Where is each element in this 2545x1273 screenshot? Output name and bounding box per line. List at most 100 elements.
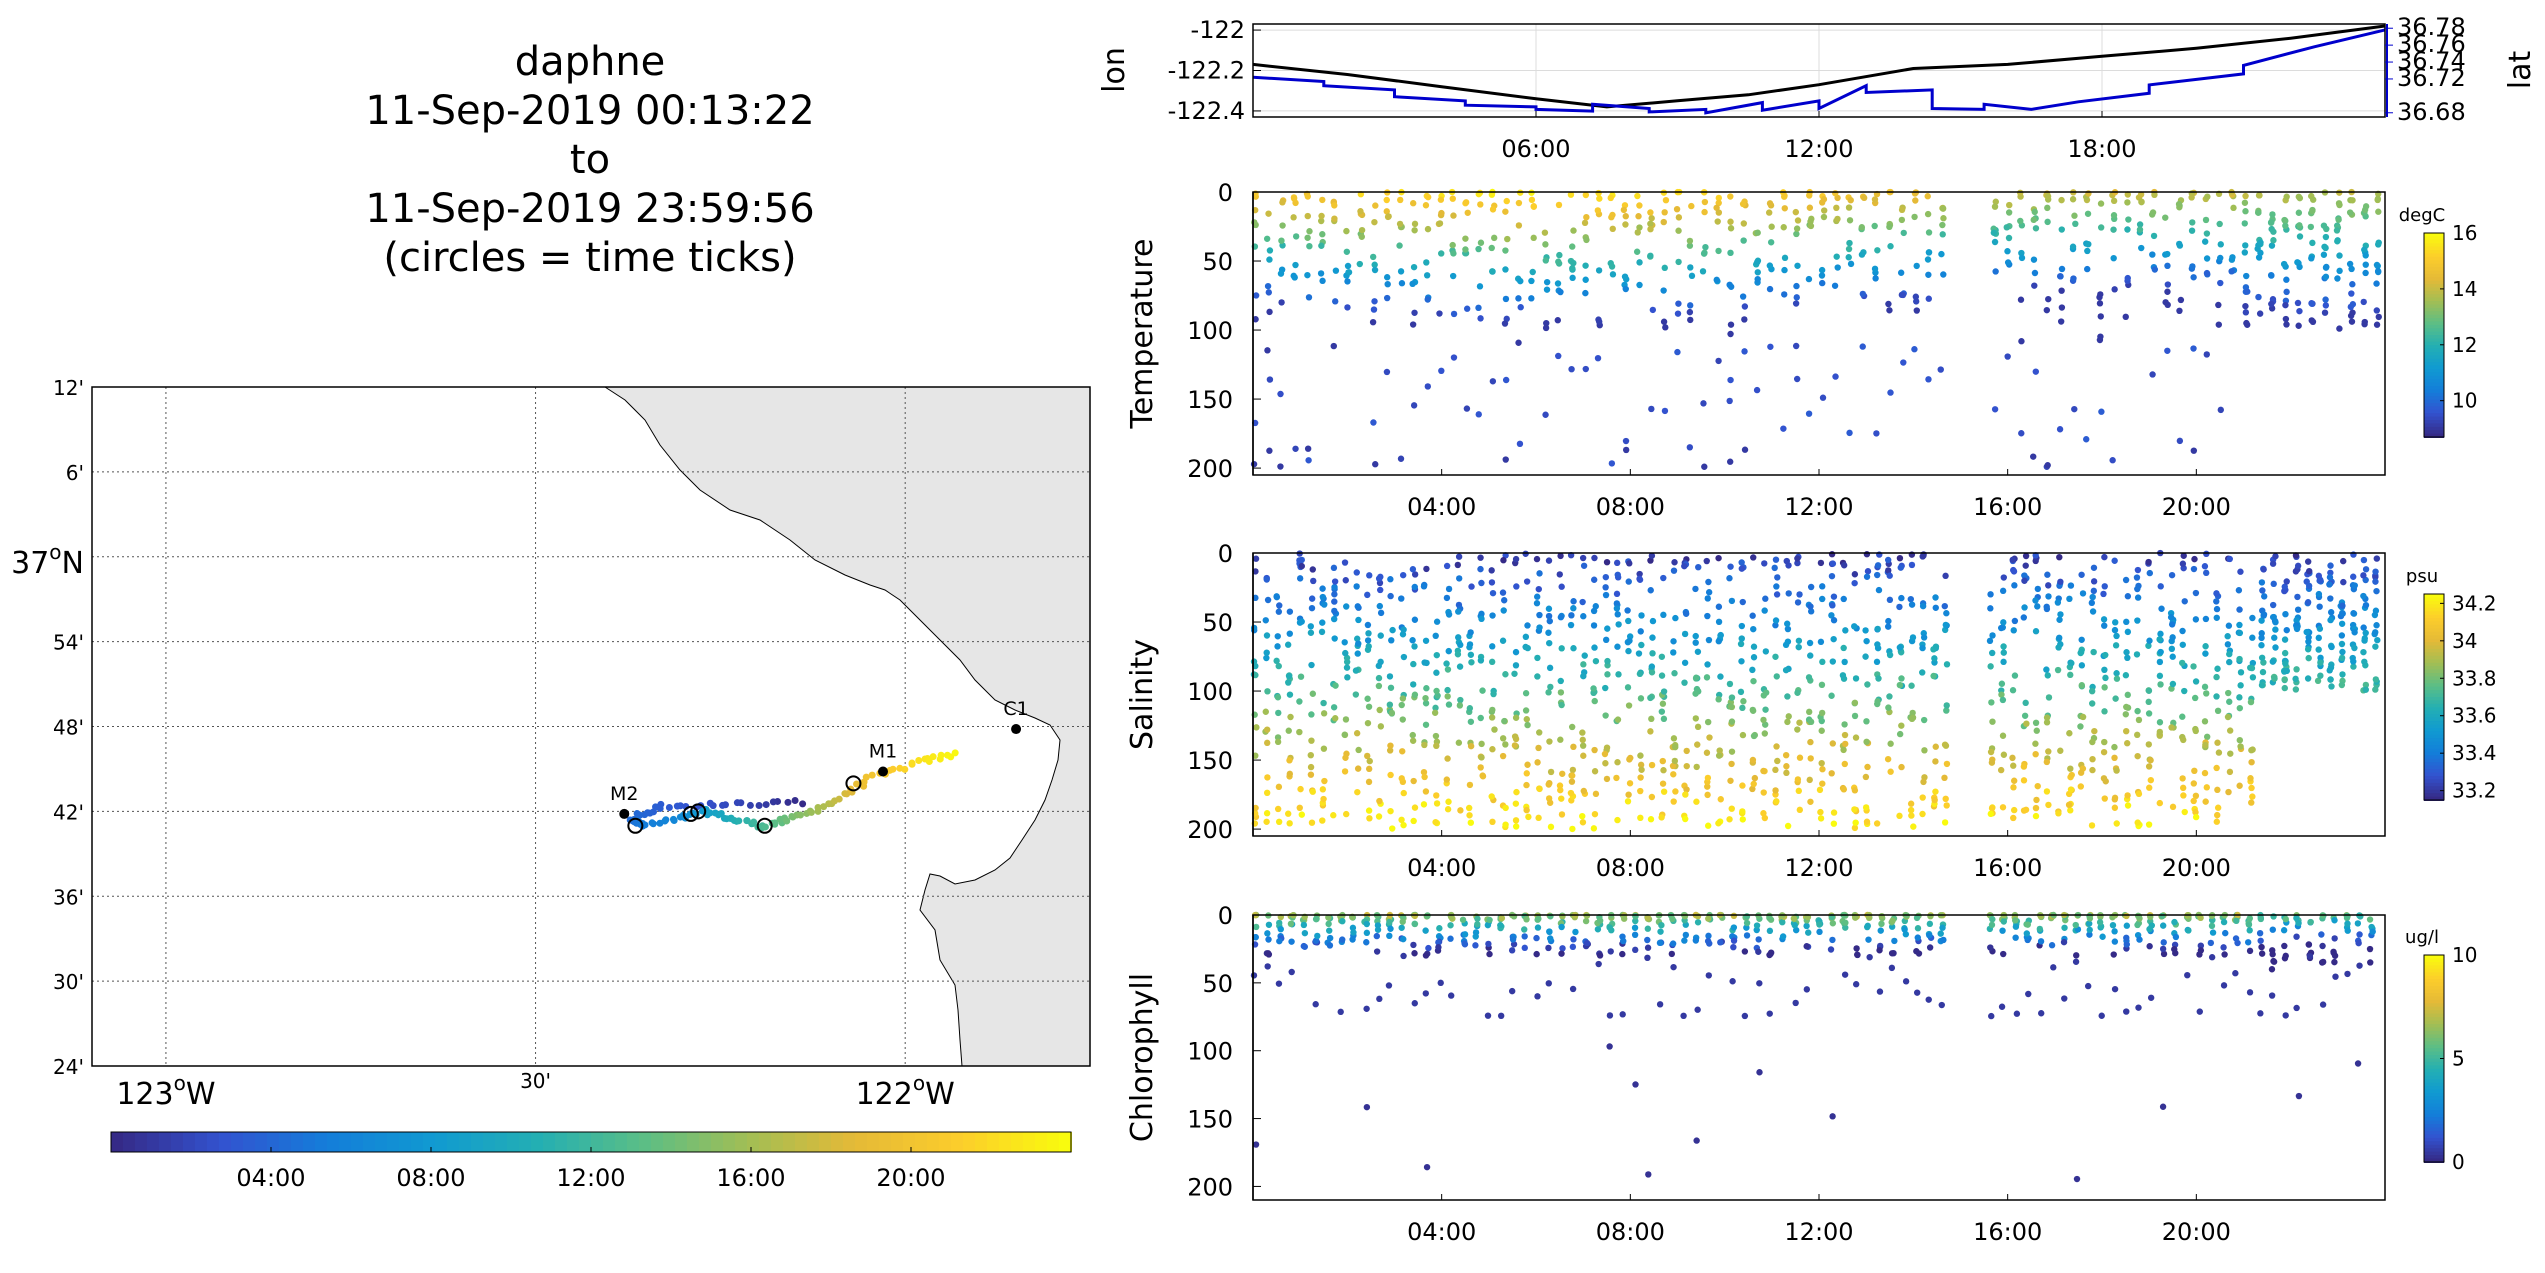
data-point — [1567, 621, 1575, 629]
data-point — [1375, 682, 1383, 690]
data-point — [2224, 641, 2232, 648]
colorbar-segment — [363, 1132, 376, 1152]
data-point — [1704, 937, 1712, 945]
data-point — [1352, 691, 1360, 698]
data-point — [1286, 820, 1293, 827]
data-point — [2055, 644, 2062, 651]
data-point — [1285, 679, 1292, 686]
data-point — [2189, 263, 2196, 270]
data-point — [1606, 1043, 1613, 1050]
data-point — [1568, 723, 1576, 731]
data-point — [1773, 798, 1780, 805]
data-point — [2270, 580, 2277, 588]
data-point — [1670, 963, 1677, 971]
track-point — [947, 753, 955, 761]
data-point — [1864, 763, 1871, 771]
data-point — [1782, 641, 1790, 649]
data-point — [1304, 271, 1311, 279]
station-marker-c1 — [1011, 724, 1022, 735]
data-point — [1308, 595, 1316, 602]
data-point — [2109, 457, 2116, 464]
data-point — [1939, 205, 1947, 212]
station-label-m2: M2 — [610, 783, 638, 805]
data-point — [1687, 316, 1694, 324]
data-point — [2020, 614, 2028, 621]
data-point — [1509, 936, 1517, 943]
data-point — [1583, 213, 1590, 221]
data-point — [1454, 651, 1462, 658]
data-point — [2272, 619, 2279, 626]
data-point — [1461, 931, 1469, 938]
data-point — [1534, 993, 1541, 1000]
data-point — [1863, 551, 1871, 558]
data-point — [1410, 263, 1418, 271]
data-point — [1398, 775, 1405, 782]
data-point — [2147, 776, 2155, 784]
data-point — [1486, 950, 1493, 958]
data-point — [1986, 637, 1994, 645]
data-point — [1921, 747, 1928, 754]
data-point — [1534, 916, 1541, 923]
data-point — [1909, 709, 1916, 717]
data-point — [2296, 222, 2303, 229]
data-point — [1702, 243, 1709, 251]
data-point — [1386, 747, 1394, 754]
colorbar-segment — [2424, 389, 2444, 394]
data-point — [1727, 283, 1735, 290]
data-point — [2159, 1103, 2167, 1110]
data-point — [2156, 799, 2164, 807]
data-point — [1274, 633, 1281, 640]
data-point — [1465, 804, 1473, 812]
data-point — [1313, 915, 1320, 923]
data-point — [1626, 780, 1634, 787]
data-point — [2248, 799, 2255, 806]
data-point — [1937, 930, 1944, 937]
data-point — [2202, 798, 2209, 805]
data-point — [1878, 920, 1885, 928]
data-point — [2375, 208, 2382, 215]
data-point — [1925, 271, 1932, 278]
colorbar-tick-label: 33.6 — [2452, 704, 2497, 728]
data-point — [2145, 763, 2153, 770]
colorbar-segment — [2424, 372, 2444, 377]
data-point — [1739, 704, 1746, 712]
data-point — [1749, 756, 1757, 764]
data-point — [2241, 199, 2249, 206]
data-point — [2208, 954, 2216, 961]
data-point — [1398, 595, 1405, 602]
colorbar-segment — [2424, 762, 2444, 767]
data-point — [2307, 223, 2315, 231]
data-point — [1489, 818, 1496, 826]
data-point — [2270, 913, 2277, 920]
data-point — [2258, 617, 2265, 624]
data-point — [2355, 939, 2362, 947]
data-point — [1486, 916, 1493, 924]
position-ytick-right-label: 36.78 — [2397, 13, 2466, 41]
colorbar-segment — [2424, 676, 2444, 681]
track-point — [853, 780, 861, 788]
data-point — [2361, 206, 2369, 214]
colorbar-segment — [2424, 379, 2444, 384]
data-point — [1422, 637, 1430, 644]
data-point — [1411, 950, 1418, 957]
colorbar-segment — [2424, 307, 2444, 313]
data-point — [2292, 675, 2299, 683]
data-point — [1704, 822, 1712, 829]
data-point — [1715, 752, 1723, 759]
colorbar-segment — [1047, 1132, 1060, 1152]
data-point — [1613, 559, 1621, 567]
data-point — [2309, 318, 2317, 326]
colorbar-segment — [2424, 666, 2444, 671]
data-point — [1292, 445, 1299, 452]
data-point — [2321, 309, 2329, 316]
data-point — [1750, 677, 1757, 685]
data-point — [1477, 565, 1484, 573]
data-point — [1762, 595, 1769, 602]
data-point — [1840, 562, 1848, 569]
data-point — [1350, 929, 1357, 936]
colorbar-segment — [2424, 645, 2444, 650]
data-point — [1637, 787, 1644, 795]
data-point — [1304, 212, 1311, 220]
data-point — [1545, 689, 1552, 696]
data-point — [1991, 238, 1999, 246]
